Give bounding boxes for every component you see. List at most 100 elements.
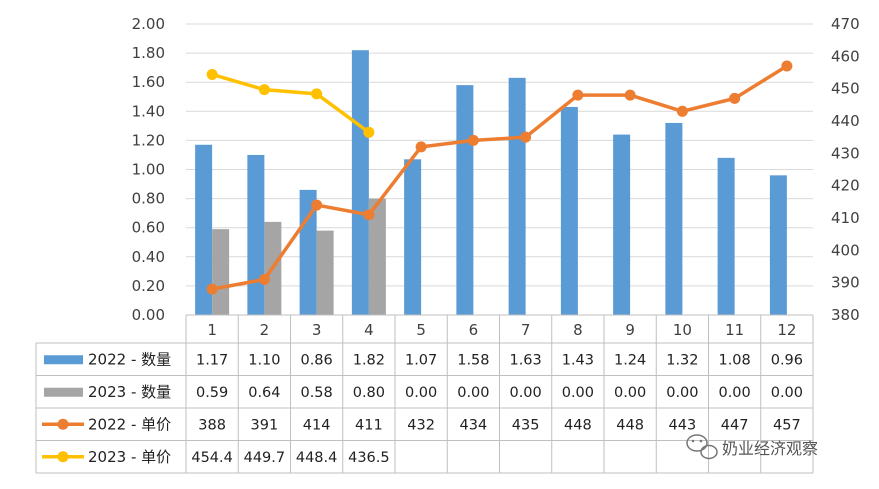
right-axis: 380 390 400 410 420 430 440 450 460 470 <box>831 15 860 324</box>
data-label: 436.5 <box>348 450 390 466</box>
data-label: 0.96 <box>771 352 803 368</box>
data-label: 0.00 <box>666 385 698 401</box>
legend-label: 2022 - 单价 <box>88 415 171 433</box>
category-label: 4 <box>364 321 374 339</box>
point-2022-price <box>624 89 636 101</box>
category-label: 5 <box>416 321 426 339</box>
category-label: 6 <box>469 321 479 339</box>
line-2023-price <box>211 72 370 134</box>
data-label: 448.4 <box>296 450 338 466</box>
watermark: 奶业经济观察 <box>686 434 818 460</box>
category-label: 8 <box>573 321 583 339</box>
category-label: 7 <box>521 321 531 339</box>
point-2022-price <box>520 131 532 143</box>
category-label: 3 <box>312 321 322 339</box>
data-label: 448 <box>564 417 592 433</box>
point-2022-price <box>781 60 793 72</box>
point-2023-price <box>206 68 218 80</box>
right-tick-label: 450 <box>831 80 860 98</box>
point-2023-price <box>258 84 270 96</box>
lines <box>206 60 793 295</box>
legend-marker <box>57 418 69 430</box>
data-label: 0.64 <box>248 385 280 401</box>
data-label: 434 <box>460 417 488 433</box>
data-label: 432 <box>407 417 435 433</box>
data-label: 443 <box>669 417 697 433</box>
bar-2022-qty <box>508 77 526 316</box>
data-label: 0.00 <box>509 385 541 401</box>
legend-swatch <box>44 387 83 397</box>
right-tick-label: 430 <box>831 144 860 162</box>
right-tick-label: 440 <box>831 112 860 130</box>
line-2022-price <box>211 64 788 291</box>
data-label: 388 <box>198 417 226 433</box>
bar-2022-qty <box>456 85 474 315</box>
point-2022-price <box>206 283 218 295</box>
legend-label: 2023 - 数量 <box>88 383 171 401</box>
right-tick-label: 470 <box>831 15 860 33</box>
bar-2022-qty <box>247 154 265 315</box>
point-2022-price <box>572 89 584 101</box>
data-label: 448 <box>616 417 644 433</box>
data-label: 0.80 <box>353 385 385 401</box>
bar-2022-qty <box>195 144 213 315</box>
right-tick-label: 380 <box>831 306 860 324</box>
data-label: 1.17 <box>196 352 228 368</box>
data-label: 1.07 <box>405 352 437 368</box>
bar-2023-qty <box>368 198 386 315</box>
bar-2022-qty <box>665 122 683 315</box>
data-label: 0.00 <box>562 385 594 401</box>
data-label: 1.43 <box>562 352 594 368</box>
bar-2022-qty <box>404 159 422 315</box>
left-axis: 0.00 0.20 0.40 0.60 0.80 1.00 1.20 1.40 1.60 1.80… <box>132 15 165 324</box>
left-tick-label: 0.20 <box>132 277 165 295</box>
left-tick-label: 1.80 <box>132 44 165 62</box>
wechat-icon <box>686 434 718 460</box>
bar-2022-qty <box>613 134 631 315</box>
data-label: 414 <box>303 417 331 433</box>
data-label: 0.00 <box>614 385 646 401</box>
data-label: 1.10 <box>248 352 280 368</box>
data-label: 0.00 <box>457 385 489 401</box>
data-label: 411 <box>355 417 383 433</box>
left-tick-label: 1.40 <box>132 102 165 120</box>
point-2022-price <box>467 134 479 146</box>
data-label: 0.58 <box>300 385 332 401</box>
legend-label: 2023 - 单价 <box>88 448 171 466</box>
point-2022-price <box>363 209 375 221</box>
category-label: 1 <box>207 321 217 339</box>
bar-2023-qty <box>316 230 334 315</box>
point-2023-price <box>363 126 375 138</box>
point-2022-price <box>415 141 427 153</box>
bar-2022-qty <box>351 50 369 315</box>
category-label: 11 <box>725 321 744 339</box>
data-label: 391 <box>251 417 279 433</box>
right-tick-label: 410 <box>831 209 860 227</box>
left-tick-label: 1.60 <box>132 73 165 91</box>
data-label: 449.7 <box>244 450 286 466</box>
data-label: 457 <box>773 417 801 433</box>
left-tick-label: 0.60 <box>132 219 165 237</box>
data-label: 0.00 <box>718 385 750 401</box>
gridlines <box>186 23 813 316</box>
left-tick-label: 1.00 <box>132 161 165 179</box>
left-tick-label: 1.20 <box>132 131 165 149</box>
legend-marker <box>57 451 69 463</box>
legend-label: 2022 - 数量 <box>88 350 171 368</box>
data-label: 447 <box>721 417 749 433</box>
point-2022-price <box>258 273 270 285</box>
left-tick-label: 0.40 <box>132 248 165 266</box>
data-label: 454.4 <box>191 450 233 466</box>
bar-2022-qty <box>769 175 787 315</box>
data-label: 1.82 <box>353 352 385 368</box>
data-label: 1.08 <box>718 352 750 368</box>
point-2022-price <box>729 92 741 104</box>
category-label: 12 <box>777 321 796 339</box>
data-label: 1.24 <box>614 352 646 368</box>
category-label: 2 <box>260 321 270 339</box>
left-tick-label: 0.00 <box>132 306 165 324</box>
data-label: 1.32 <box>666 352 698 368</box>
